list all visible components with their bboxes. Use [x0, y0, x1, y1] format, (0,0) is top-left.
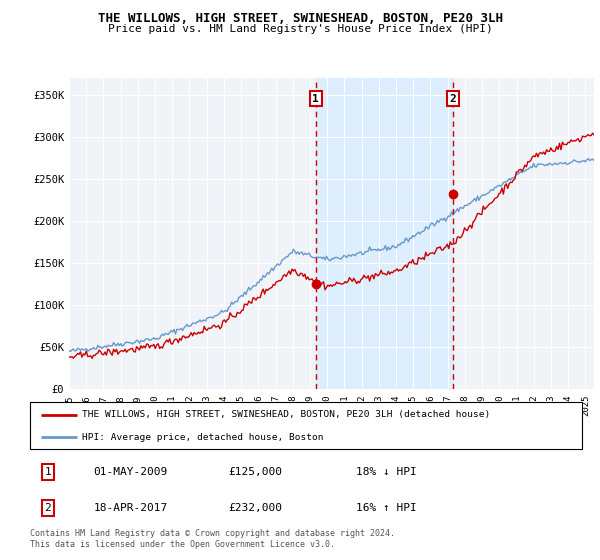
Text: 1: 1	[44, 467, 51, 477]
Text: Contains HM Land Registry data © Crown copyright and database right 2024.
This d: Contains HM Land Registry data © Crown c…	[30, 529, 395, 549]
Text: 18-APR-2017: 18-APR-2017	[94, 503, 168, 513]
Text: 18% ↓ HPI: 18% ↓ HPI	[356, 467, 416, 477]
Text: THE WILLOWS, HIGH STREET, SWINESHEAD, BOSTON, PE20 3LH: THE WILLOWS, HIGH STREET, SWINESHEAD, BO…	[97, 12, 503, 25]
Text: HPI: Average price, detached house, Boston: HPI: Average price, detached house, Bost…	[82, 433, 324, 442]
Text: 01-MAY-2009: 01-MAY-2009	[94, 467, 168, 477]
Text: £232,000: £232,000	[229, 503, 283, 513]
Text: THE WILLOWS, HIGH STREET, SWINESHEAD, BOSTON, PE20 3LH (detached house): THE WILLOWS, HIGH STREET, SWINESHEAD, BO…	[82, 410, 491, 419]
Bar	[316, 78, 452, 389]
Text: £125,000: £125,000	[229, 467, 283, 477]
Text: 16% ↑ HPI: 16% ↑ HPI	[356, 503, 416, 513]
Text: 2: 2	[449, 94, 456, 104]
Text: 1: 1	[312, 94, 319, 104]
Text: 2: 2	[44, 503, 51, 513]
FancyBboxPatch shape	[30, 402, 582, 449]
Text: Price paid vs. HM Land Registry's House Price Index (HPI): Price paid vs. HM Land Registry's House …	[107, 24, 493, 34]
